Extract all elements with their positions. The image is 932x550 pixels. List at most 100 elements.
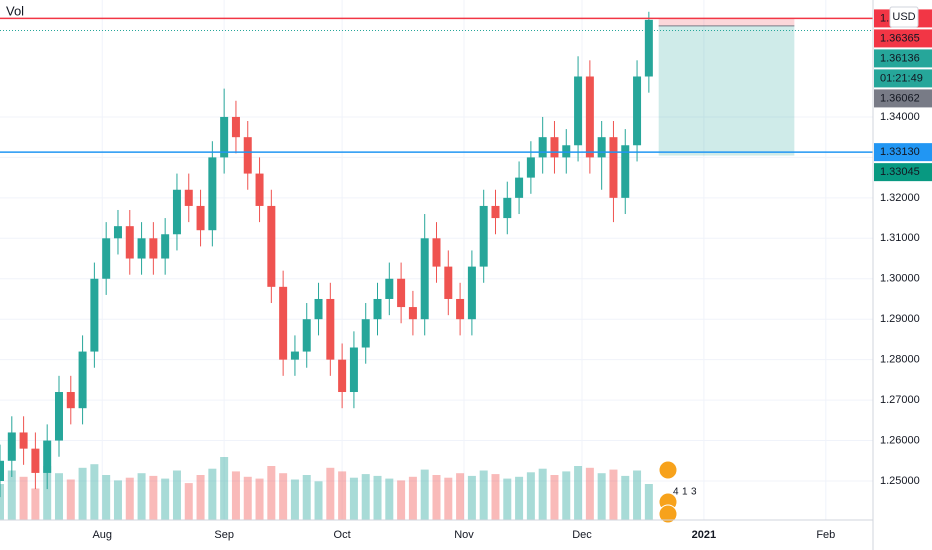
y-tick-label: 1.25000 [880,475,920,487]
volume-bar [456,473,465,520]
candle-body [597,137,606,158]
volume-bar [597,473,606,520]
candle-body [31,448,40,473]
candle-body [267,205,276,287]
candle-body [444,266,453,299]
stop-zone [658,18,795,26]
volume-bar [621,475,630,520]
volume-bar [432,475,441,520]
candle-body [432,238,441,267]
volume-bar [7,470,16,520]
y-tick-label: 1.29000 [880,313,920,325]
volume-bar [290,479,299,520]
candle-body [397,278,406,308]
candle-body [7,432,16,461]
volume-bar [279,473,288,520]
volume-bar [302,475,311,520]
candle-body [149,238,158,259]
volume-bar [172,470,181,520]
candle-body [220,116,229,158]
volume-bar [90,464,99,520]
candle-body [90,278,99,352]
volume-bar [54,473,63,520]
candle-body [102,238,111,279]
volume-bar [420,469,429,520]
volume-bar [255,478,264,520]
volume-bar [43,466,52,520]
volume-bar [408,476,417,520]
y-tick-label: 1.32000 [880,192,920,204]
candle-body [574,76,583,146]
candle-body [338,359,347,393]
candle-body [644,19,653,77]
price-label: 1.36062 [880,92,920,104]
price-label-box [874,89,932,108]
volume-bar [550,475,559,520]
candle-body [255,173,264,206]
volume-bar [515,476,524,520]
volume-bar [267,466,276,520]
candle-body [19,432,28,449]
volume-bar [31,488,40,520]
candle-body [621,145,630,198]
candle-body [172,189,181,235]
candle-body [43,440,52,473]
price-label: 01:21:49 [880,72,923,84]
volume-bar [467,475,476,520]
price-label: 1.36365 [880,32,920,44]
y-tick-label: 1.27000 [880,394,920,406]
volume-bar [633,470,642,520]
candle-body [302,319,311,352]
candle-body [515,177,524,198]
x-tick-label: Dec [572,529,592,541]
candle-body [420,238,429,320]
y-tick-label: 1.30000 [880,273,920,285]
target-zone [658,25,795,156]
price-label: 1.36136 [880,52,920,64]
y-tick-label: 1.26000 [880,434,920,446]
event-icon [658,504,678,524]
candle-body [279,286,288,360]
volume-bar [19,476,28,520]
volume-bar [361,474,370,520]
candle-body [184,189,193,206]
candle-body [479,205,488,267]
candle-body [550,137,559,158]
volume-bar [397,480,406,520]
candle-body [137,238,146,259]
candle-body [562,145,571,158]
candle-body [633,76,642,146]
volume-bar [644,484,653,520]
price-label: 1.33130 [880,146,920,158]
candle-body [456,298,465,320]
x-tick-label: Feb [816,529,835,541]
indicator-label: Vol [6,3,24,18]
volume-bar [373,475,382,520]
candle-body [361,319,370,348]
candle-body [290,351,299,360]
price-label-box [874,49,932,68]
currency-label[interactable]: USD [892,11,915,23]
volume-bar [66,479,75,520]
volume-bar [479,470,488,520]
currency-box[interactable] [889,6,919,28]
volume-bar [444,477,453,520]
volume-bar [208,468,217,520]
axes: 1.25000 1.26000 1.27000 1.28000 1.29000 1.300… [92,9,932,541]
volume-bar [526,472,535,520]
volume-bar [385,478,394,520]
candle-body [54,392,63,441]
candle-body [113,226,122,239]
candle-body [349,347,358,393]
candle-body [0,460,4,482]
volume-bar [609,469,618,520]
price-label-box [874,163,932,182]
volume-bar [149,475,158,520]
candle-body [196,205,205,231]
volume-bar [503,478,512,520]
price-label-box [874,143,932,162]
y-tick-label: 1.28000 [880,354,920,366]
y-tick-label: 1.31000 [880,232,920,244]
volume-bar [102,475,111,520]
candle-body [609,137,618,198]
